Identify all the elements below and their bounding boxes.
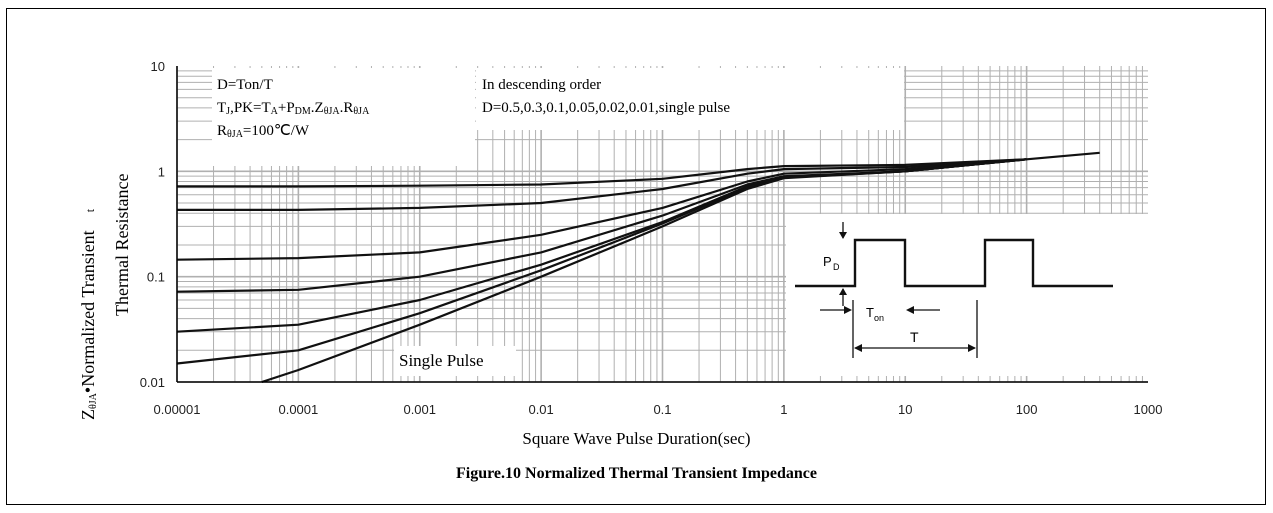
- y-tick-label: 10: [151, 59, 165, 74]
- y-tick-label: 1: [158, 164, 165, 179]
- series-line-single-pulse: [261, 158, 1027, 384]
- order-note: In descending order: [482, 77, 602, 93]
- pulse-waveform-inset: P DT onT: [786, 214, 1148, 376]
- period-label: T: [910, 329, 919, 345]
- single-pulse-label: Single Pulse: [394, 346, 516, 376]
- period-arrowhead-left: [854, 344, 862, 352]
- junction-temp-formula: TJ,PK=TA+PDM.ZθJA.RθJA: [217, 100, 370, 117]
- x-tick-label: 0.001: [403, 402, 436, 417]
- figure-title: Figure.10 Normalized Thermal Transient I…: [455, 465, 817, 482]
- ton-label: T: [866, 305, 874, 320]
- pd-label: P: [823, 254, 832, 269]
- period-arrowhead-right: [968, 344, 976, 352]
- order-annotation-box: In descending order D=0.5,0.3,0.1,0.05,0…: [476, 68, 904, 130]
- x-tick-label: 0.0001: [278, 402, 318, 417]
- x-tick-label: 0.1: [653, 402, 671, 417]
- series-lines: [176, 151, 1100, 384]
- y-tick-label: 0.1: [147, 270, 165, 285]
- tick-labels: 0.00001 0.0001 0.001 0.01 0.1 1 10 100 1000 10 1 0.…: [140, 59, 1163, 417]
- ton-arrowhead-right: [906, 306, 914, 314]
- thermal-resistance-value: RθJA=100℃/W: [217, 123, 310, 140]
- duty-cycle-list: D=0.5,0.3,0.1,0.05,0.02,0.01,single puls…: [482, 100, 731, 116]
- x-tick-label: 1000: [1134, 402, 1163, 417]
- figure-frame: [6, 8, 1266, 505]
- axes: [176, 66, 1148, 383]
- pd-arrowhead-top: [839, 232, 847, 239]
- x-tick-label: 10: [898, 402, 912, 417]
- y-tick-label: 0.01: [140, 375, 165, 390]
- pd-arrowhead-bottom: [839, 288, 847, 295]
- series-line-d-0-3: [177, 158, 1027, 211]
- y-axis-label-outer: ZθJA•Normalized Transientt: [78, 208, 99, 420]
- x-tick-label: 100: [1016, 402, 1038, 417]
- y-axis-label-inner: Thermal Resistance: [112, 173, 132, 316]
- formula-annotation-box: D=Ton/T TJ,PK=TA+PDM.ZθJA.RθJA RθJA=100℃…: [212, 68, 475, 166]
- ton-label-sub: on: [874, 313, 884, 323]
- x-axis-label: Square Wave Pulse Duration(sec): [522, 429, 751, 448]
- pulse-waveform: [795, 238, 1113, 288]
- series-line-d-0-1: [176, 158, 1027, 261]
- x-tick-label: 0.01: [528, 402, 553, 417]
- x-tick-label: 1: [780, 402, 787, 417]
- pd-label-sub: D: [833, 262, 840, 272]
- ton-arrowhead-left: [844, 306, 852, 314]
- duty-cycle-formula: D=Ton/T: [217, 77, 273, 93]
- x-tick-label: 0.00001: [154, 402, 201, 417]
